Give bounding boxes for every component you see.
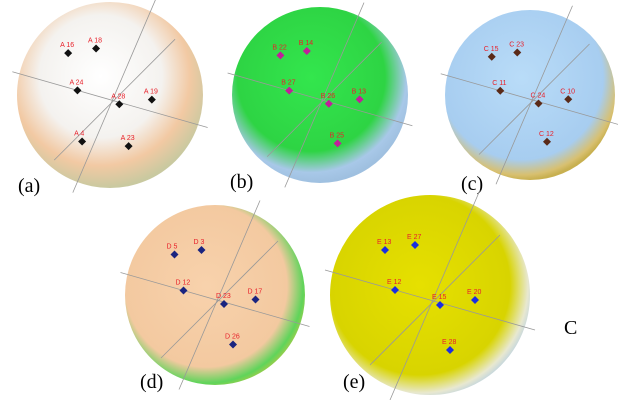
point-label: A 23: [121, 135, 135, 142]
point-label: E 15: [432, 294, 447, 301]
point-label: B 27: [281, 80, 296, 87]
point-label: B 26: [321, 93, 336, 100]
panel-label: (c): [461, 173, 483, 195]
sphere-panel: D 5 D 3 D 12 D 23 D 17 D 26 (d): [121, 201, 310, 394]
point-label: C 23: [509, 42, 524, 49]
point-label: C 11: [492, 80, 506, 87]
sphere: [17, 2, 203, 188]
point-label: D 17: [248, 289, 263, 296]
point-label: A 19: [144, 89, 158, 96]
point-label: C 12: [539, 131, 554, 138]
panel-label: (e): [343, 371, 365, 393]
point-label: E 20: [467, 289, 482, 296]
point-label: D 23: [216, 293, 231, 300]
point-label: A 28: [111, 93, 125, 100]
point-label: C 10: [560, 88, 575, 95]
point-label: E 27: [407, 234, 422, 241]
panels: A 16A 18A 24A 28A 19A 23A 4(a)B 22B 14B …: [12, 0, 618, 400]
panel-label: (b): [230, 171, 253, 193]
point-label: B 25: [330, 132, 345, 139]
sphere-panel: A 16 A 18 A 24 A 28 A 19 A 23 A 4 (a): [12, 0, 207, 197]
sphere-panel: E 13 E 27 E 12 E 15 E 20 E 28 (e): [325, 190, 535, 400]
point-label: D 12: [176, 280, 191, 287]
sphere: [330, 195, 530, 395]
point-label: D 26: [225, 334, 240, 341]
sphere-panel: C 15 C 23 C 11 C 24 C 10 C 12 (c): [441, 6, 618, 195]
point-label: A 18: [88, 38, 102, 45]
side-label: C: [564, 317, 577, 339]
point-label: C 15: [484, 46, 499, 53]
sphere-panel: B 22 B 14 B 27 B 26 B 13 B 25 (b): [228, 3, 413, 193]
point-label: B 14: [299, 40, 314, 47]
point-label: E 12: [387, 279, 402, 286]
point-label: B 22: [272, 44, 287, 51]
point-label: E 28: [442, 339, 457, 346]
sphere: [125, 205, 305, 385]
point-label: A 16: [60, 42, 74, 49]
panel-label: (a): [18, 175, 40, 197]
point-label: E 13: [377, 239, 392, 246]
point-label: B 13: [352, 88, 367, 95]
point-label: C 24: [531, 93, 546, 100]
panel-label: (d): [140, 371, 163, 393]
point-label: D 3: [194, 239, 205, 246]
point-label: D 5: [167, 244, 178, 251]
figure: A 16A 18A 24A 28A 19A 23A 4(a)B 22B 14B …: [0, 0, 618, 400]
point-label: A 24: [69, 79, 83, 86]
point-label: A 4: [74, 131, 84, 138]
